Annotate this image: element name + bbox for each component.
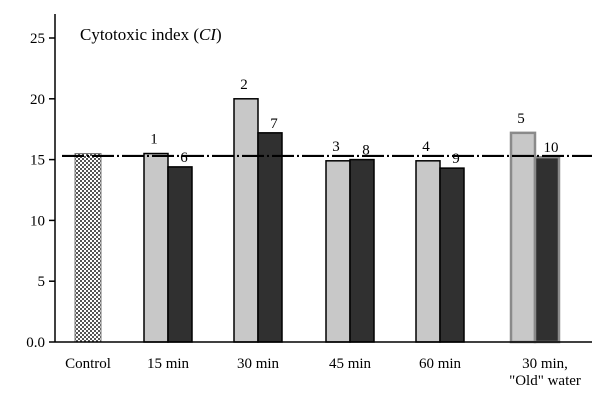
x-category-label: 45 min	[329, 356, 372, 372]
y-tick-label: 5	[38, 274, 46, 290]
y-axis: 0.0 5 10 15 20 25	[26, 14, 56, 351]
y-tick-label: 25	[30, 31, 45, 47]
bar-control	[74, 153, 102, 343]
x-category-label: 15 min	[147, 356, 190, 372]
bar-label-8: 8	[362, 143, 370, 159]
bar-label-1: 1	[150, 132, 158, 148]
x-category-label: Control	[65, 356, 111, 372]
y-tick-label: 10	[30, 213, 45, 229]
x-category-label: "Old" water	[509, 373, 581, 389]
bar-1	[143, 152, 169, 343]
bar-3	[325, 160, 351, 343]
x-category-label: 60 min	[419, 356, 462, 372]
y-tick-label: 0.0	[26, 335, 45, 351]
y-tick-label: 15	[30, 153, 45, 169]
bar-label-2: 2	[240, 77, 248, 93]
bar-8	[349, 158, 375, 343]
bar-label-6: 6	[180, 150, 188, 166]
bar-4	[415, 160, 441, 343]
bar-5	[509, 131, 537, 344]
bar-label-7: 7	[270, 116, 278, 132]
bar-2	[233, 98, 259, 343]
bar-label-10: 10	[544, 140, 559, 156]
bar-6	[167, 166, 193, 343]
bar-9	[439, 167, 465, 343]
y-tick-label: 20	[30, 92, 45, 108]
bar-10	[533, 155, 561, 344]
chart-title: Cytotoxic index (CI)	[80, 25, 222, 44]
x-axis: Control 15 min 30 min 45 min 60 min 30 min,"O…	[55, 341, 592, 389]
bar-label-3: 3	[332, 139, 340, 155]
x-category-label: 30 min	[237, 356, 280, 372]
bar-7	[257, 132, 283, 343]
x-category-label: 30 min,	[522, 356, 568, 372]
bar-label-5: 5	[517, 111, 525, 127]
bars-group: 1 6 2 7 3 8 4 9 5 10	[74, 77, 561, 344]
bar-label-9: 9	[452, 151, 460, 167]
bar-label-4: 4	[422, 139, 430, 155]
